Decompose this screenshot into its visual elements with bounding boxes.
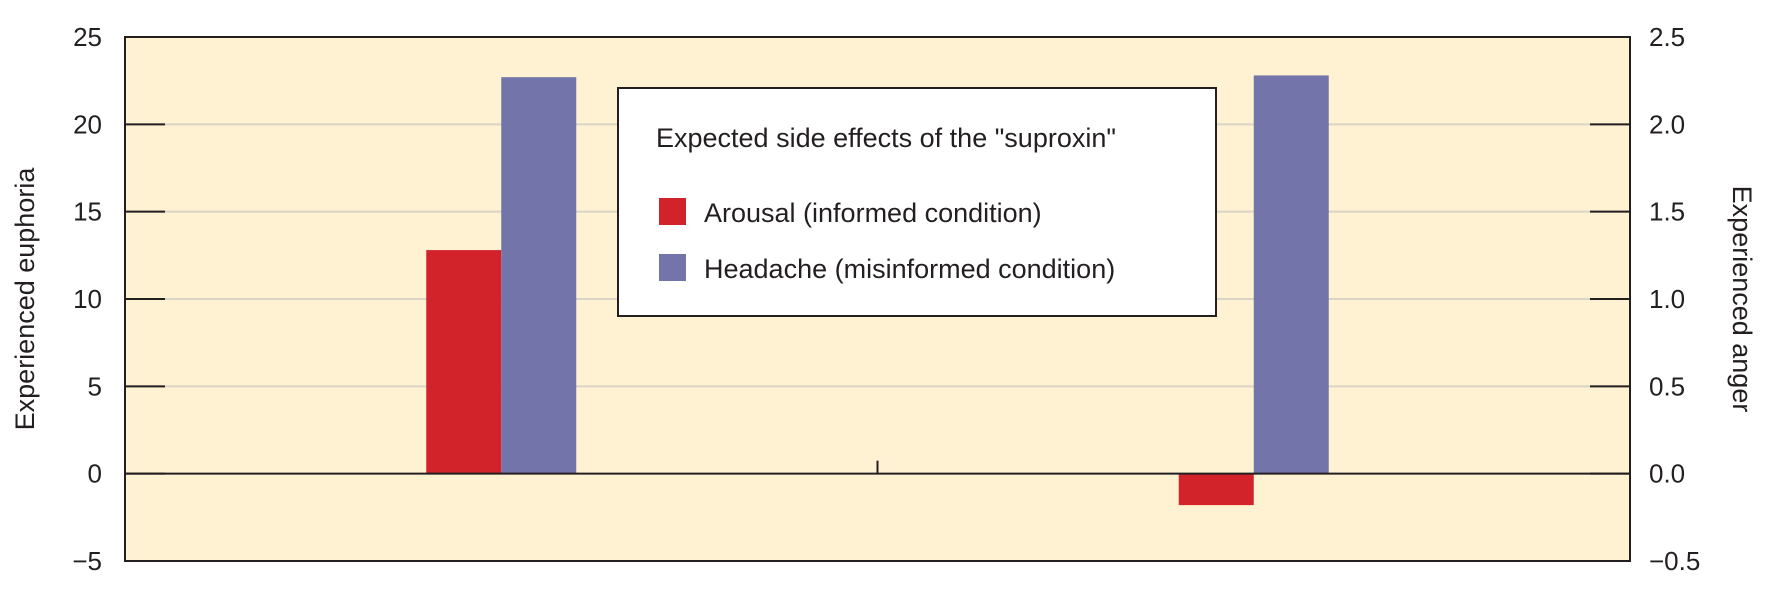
bar-headache-group-1 (501, 77, 577, 474)
left-axis-title: Experienced euphoria (10, 167, 40, 431)
bar-arousal-group-1 (426, 250, 502, 474)
left-tick-label: −5 (72, 546, 102, 576)
left-tick-label: 0 (88, 459, 102, 489)
right-tick-label: −0.5 (1649, 546, 1700, 576)
right-tick-label: 0.0 (1649, 459, 1685, 489)
right-axis-ticks: 2.5 2.0 1.5 1.0 0.5 0.0 −0.5 (1590, 22, 1700, 576)
right-tick-label: 2.5 (1649, 22, 1685, 52)
legend-label-arousal: Arousal (informed condition) (704, 198, 1042, 228)
right-axis-title: Experienced anger (1727, 186, 1757, 413)
bars (426, 75, 1329, 506)
bar-arousal-group-2 (1178, 473, 1254, 506)
left-tick-label: 5 (88, 371, 102, 401)
bar-headache-group-2 (1253, 75, 1329, 474)
left-tick-label: 15 (73, 197, 102, 227)
legend-swatch-headache (659, 254, 686, 281)
left-tick-label: 20 (73, 109, 102, 139)
left-tick-label: 10 (73, 284, 102, 314)
right-tick-label: 0.5 (1649, 371, 1685, 401)
right-tick-label: 2.0 (1649, 109, 1685, 139)
legend-box (617, 87, 1217, 317)
legend-swatch-arousal (659, 198, 686, 225)
left-tick-label: 25 (73, 22, 102, 52)
left-axis-ticks: 25 20 15 10 5 0 −5 (72, 22, 165, 576)
legend-label-headache: Headache (misinformed condition) (704, 254, 1115, 284)
legend: Expected side effects of the "suproxin" … (617, 87, 1217, 317)
right-tick-label: 1.0 (1649, 284, 1685, 314)
right-tick-label: 1.5 (1649, 197, 1685, 227)
legend-title: Expected side effects of the "suproxin" (656, 123, 1116, 153)
